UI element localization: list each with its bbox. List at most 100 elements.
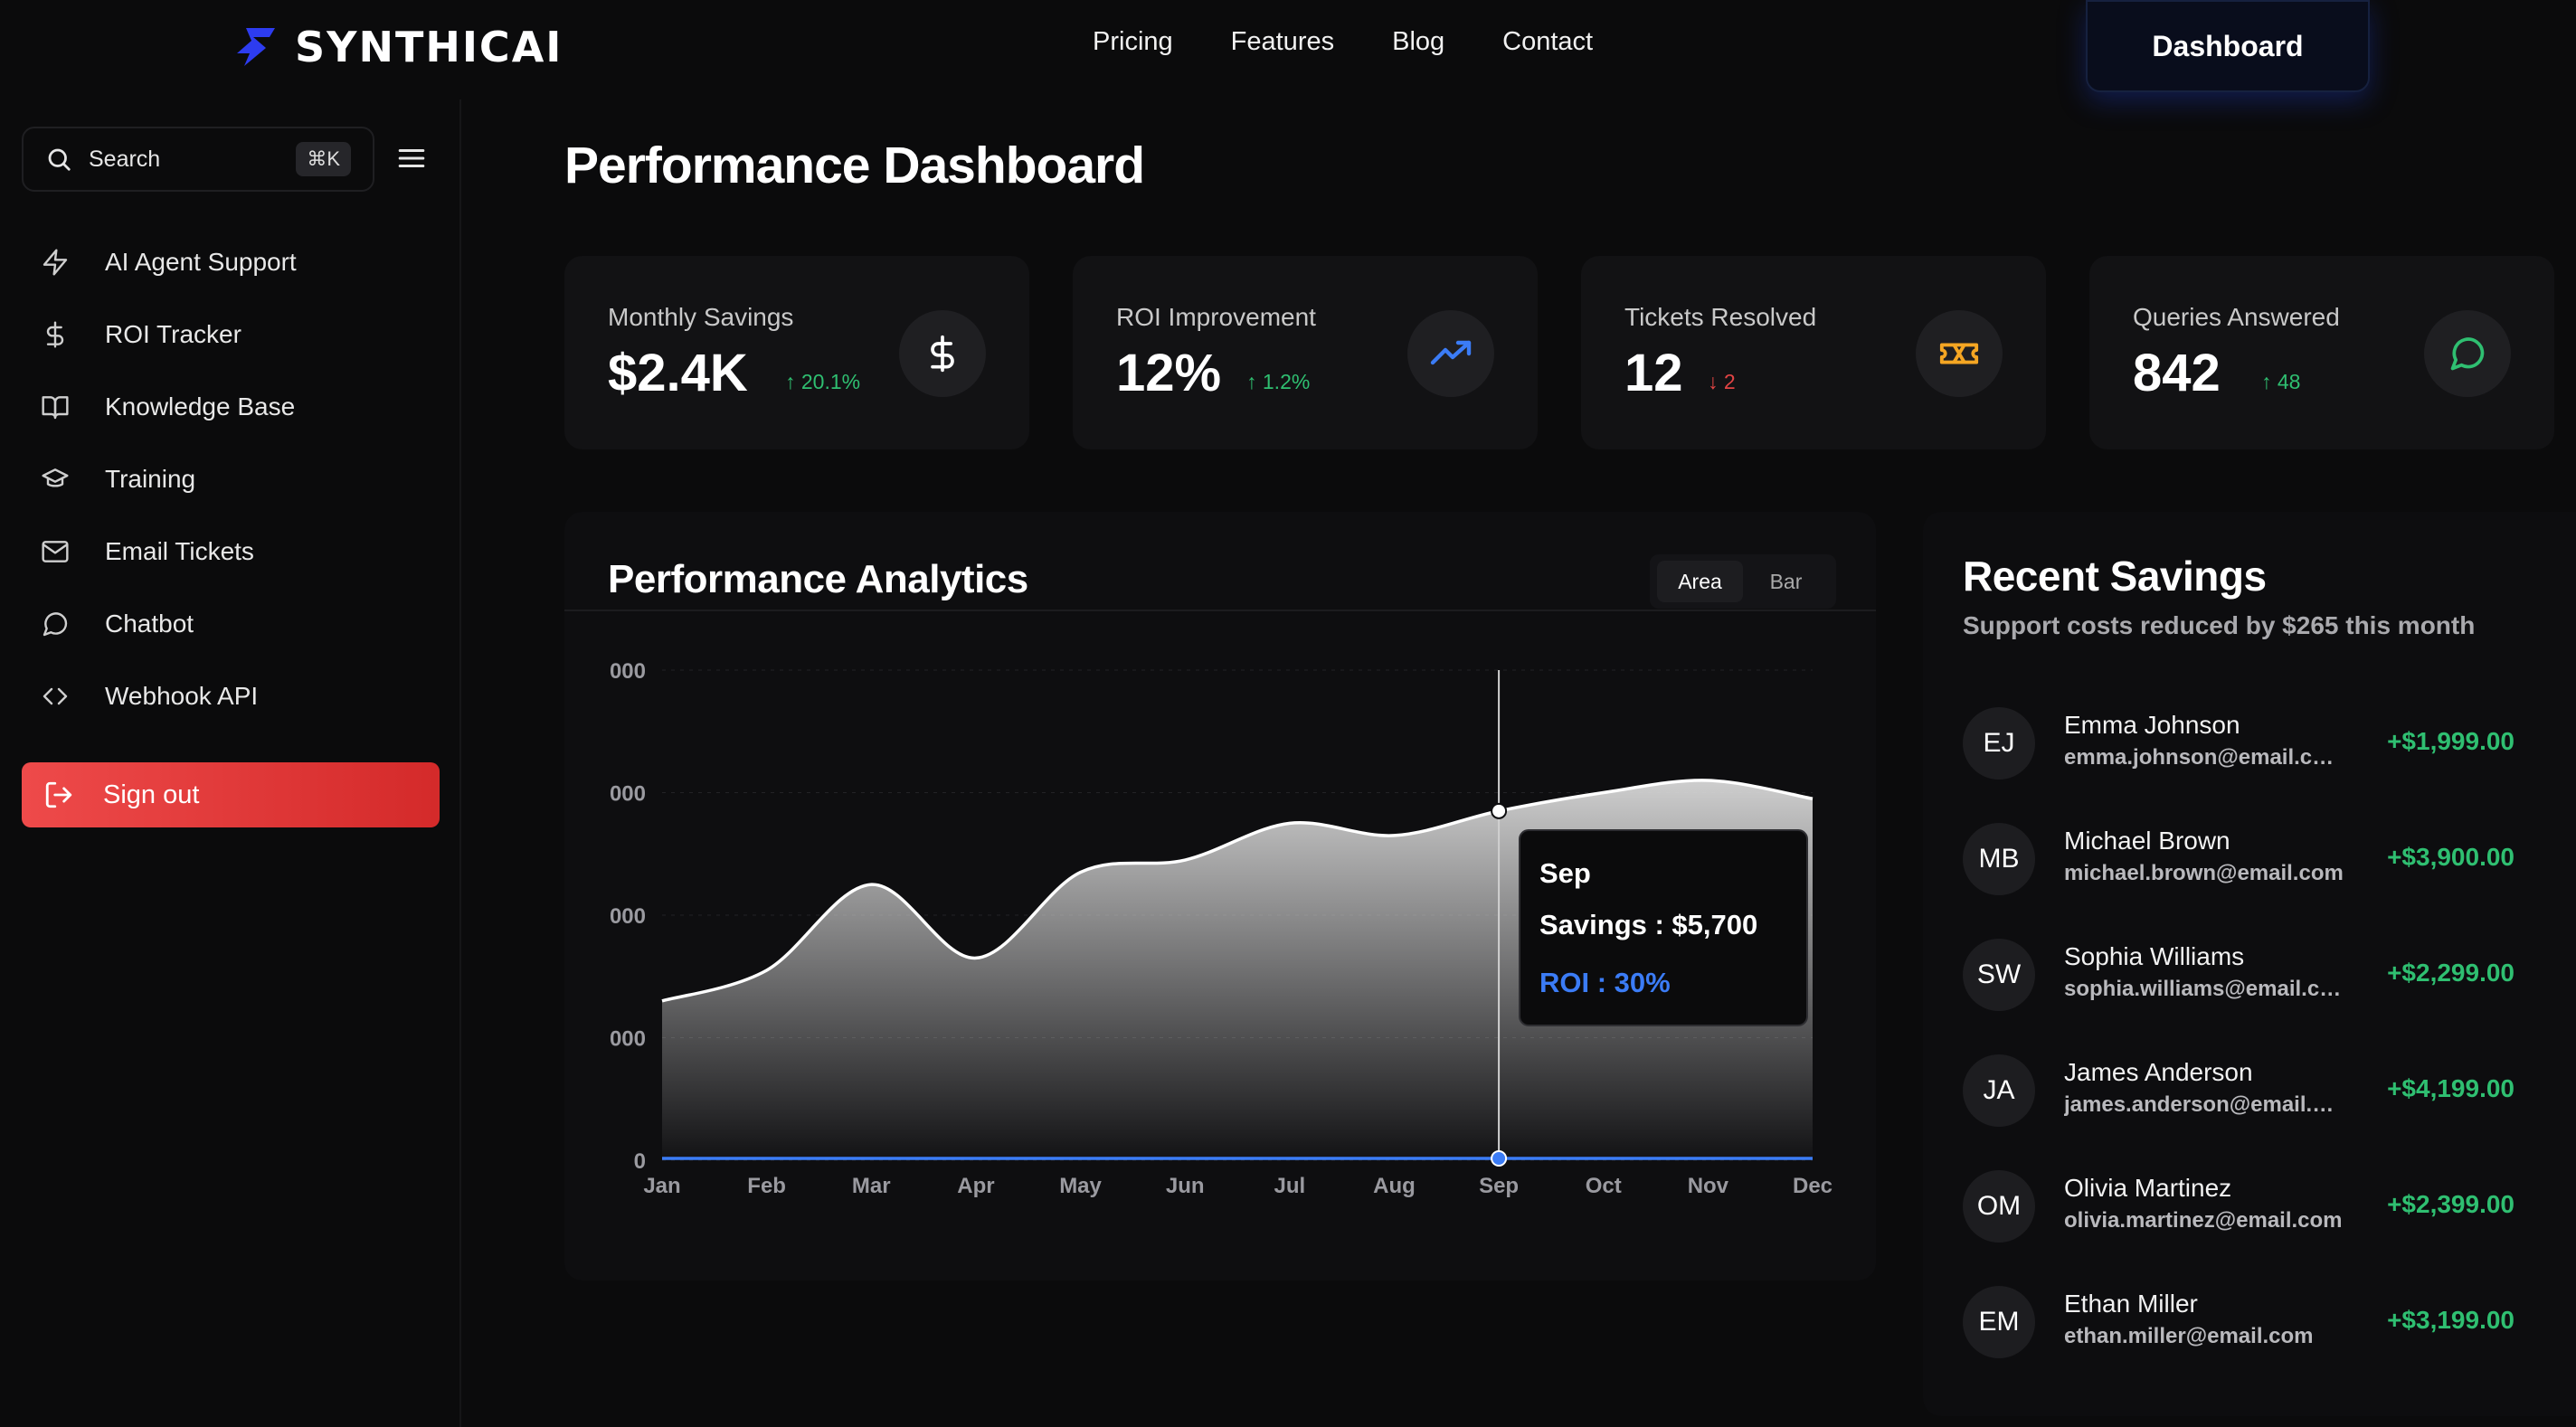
arrow-up-icon: ↑: [785, 370, 801, 393]
dollar-icon: [40, 319, 71, 350]
stat-value: 12%: [1116, 344, 1222, 402]
customer-name: Michael Brown: [2064, 827, 2230, 855]
toggle-bar[interactable]: Bar: [1769, 569, 1803, 593]
dashboard-button[interactable]: Dashboard: [2086, 0, 2370, 92]
nav-link-contact[interactable]: Contact: [1502, 27, 1594, 56]
stat-delta: ↑ 1.2%: [1246, 370, 1310, 394]
arrow-up-icon: ↑: [2261, 370, 2278, 393]
savings-amount: +$3,900.00: [2387, 843, 2514, 871]
sign-out-button[interactable]: Sign out: [22, 762, 440, 827]
dollar-icon: [899, 310, 986, 397]
highlight-point: [1491, 802, 1508, 819]
x-tick-label: Apr: [957, 1174, 994, 1198]
stat-value: 12: [1624, 344, 1683, 402]
sidebar-item-training[interactable]: Training: [40, 443, 297, 515]
list-item[interactable]: EJ Emma Johnson emma.johnson@email.com +…: [1963, 707, 2514, 780]
highlight-point-roi: [1491, 1150, 1508, 1167]
y-tick-label: 000: [610, 904, 646, 929]
savings-line: [661, 779, 1814, 1003]
stat-delta: ↓ 2: [1708, 370, 1736, 394]
stat-delta-value: 20.1%: [800, 370, 861, 393]
y-tick-label: 0: [634, 1149, 646, 1174]
avatar: EJ: [1963, 707, 2035, 780]
list-item[interactable]: SW Sophia Williams sophia.williams@email…: [1963, 939, 2514, 1011]
toggle-area[interactable]: Area: [1657, 561, 1743, 602]
tooltip-month: Sep: [1539, 857, 1591, 889]
recent-savings-card: Recent Savings Support costs reduced by …: [1923, 512, 2576, 1416]
savings-amount: +$4,199.00: [2387, 1074, 2514, 1102]
sidebar-item-label: Knowledge Base: [105, 392, 296, 421]
page-title: Performance Dashboard: [564, 137, 1145, 194]
sign-out-label: Sign out: [103, 780, 200, 809]
x-tick-label: Jul: [1274, 1174, 1305, 1198]
logo-mark-icon: [237, 28, 275, 66]
y-tick-label: 000: [610, 1027, 646, 1052]
ticket-icon: [1916, 310, 2003, 397]
savings-amount: +$2,399.00: [2387, 1190, 2514, 1218]
sidebar-item-webhook-api[interactable]: Webhook API: [40, 660, 297, 732]
nav-link-blog[interactable]: Blog: [1392, 27, 1445, 56]
performance-analytics-card: Performance Analytics Area Bar 000 000 000…: [564, 512, 1876, 1281]
chart-type-toggle: Area Bar: [1650, 554, 1836, 609]
avatar: JA: [1963, 1054, 2035, 1127]
trending-up-icon: [1407, 310, 1494, 397]
sidebar-item-chatbot[interactable]: Chatbot: [40, 588, 297, 660]
savings-amount: +$2,299.00: [2387, 959, 2514, 987]
hamburger-menu-icon[interactable]: [396, 143, 427, 174]
brand-logo[interactable]: SYNTHICAI: [233, 20, 563, 74]
customer-name: James Anderson: [2064, 1058, 2253, 1086]
sidebar-item-label: Webhook API: [105, 682, 259, 710]
customer-email: olivia.martinez@email.com: [2064, 1208, 2343, 1233]
bolt-icon: [40, 247, 71, 278]
customer-email: michael.brown@email.com: [2064, 861, 2344, 885]
stat-title: Tickets Resolved: [1624, 303, 1817, 331]
message-circle-icon: [2424, 310, 2511, 397]
stat-card-monthly-savings: Monthly Savings $2.4K ↑ 20.1%: [564, 256, 1029, 449]
x-tick-label: Dec: [1793, 1174, 1833, 1198]
search-label: Search: [89, 146, 161, 172]
list-item[interactable]: JA James Anderson james.anderson@email.c…: [1963, 1054, 2514, 1127]
stat-title: ROI Improvement: [1116, 303, 1316, 331]
customer-name: Ethan Miller: [2064, 1290, 2198, 1318]
list-item[interactable]: MB Michael Brown michael.brown@email.com…: [1963, 823, 2514, 895]
customer-email: ethan.miller@email.com: [2064, 1324, 2314, 1348]
sidebar-item-label: ROI Tracker: [105, 320, 242, 348]
avatar: MB: [1963, 823, 2035, 895]
chart-tooltip: Sep Savings : $5,700 ROI : 30%: [1519, 829, 1808, 1026]
sidebar-item-label: Chatbot: [105, 610, 194, 638]
x-tick-label: Jan: [643, 1174, 680, 1198]
x-tick-label: Aug: [1373, 1174, 1416, 1198]
stat-delta: ↑ 48: [2261, 370, 2300, 394]
brand-name: SYNTHICAI: [295, 23, 564, 71]
sidebar-item-ai-agent-support[interactable]: AI Agent Support: [40, 226, 297, 298]
sidebar-item-label: AI Agent Support: [105, 248, 297, 276]
avatar: OM: [1963, 1170, 2035, 1243]
x-tick-label: Mar: [852, 1174, 891, 1198]
sidebar-item-email-tickets[interactable]: Email Tickets: [40, 515, 297, 588]
customer-name: Olivia Martinez: [2064, 1174, 2232, 1202]
stat-card-roi-improvement: ROI Improvement 12% ↑ 1.2%: [1073, 256, 1538, 449]
customer-email: sophia.williams@email.com: [2064, 977, 2344, 1001]
stat-value: 842: [2133, 344, 2221, 402]
top-nav: SYNTHICAI Pricing Features Blog Contact …: [0, 0, 2576, 99]
divider: [564, 610, 1876, 611]
savings-amount: +$3,199.00: [2387, 1306, 2514, 1334]
recent-savings-subtitle: Support costs reduced by $265 this month: [1963, 611, 2476, 639]
sidebar-item-knowledge-base[interactable]: Knowledge Base: [40, 371, 297, 443]
nav-link-features[interactable]: Features: [1230, 27, 1335, 56]
avatar: EM: [1963, 1286, 2035, 1358]
customer-email: emma.johnson@email.com: [2064, 745, 2344, 770]
stat-title: Queries Answered: [2133, 303, 2340, 331]
avatar: SW: [1963, 939, 2035, 1011]
book-icon: [40, 392, 71, 422]
sidebar: Search ⌘K AI Agent Support ROI Tracker K…: [0, 99, 461, 1427]
search-box[interactable]: Search ⌘K: [22, 127, 374, 192]
list-item[interactable]: OM Olivia Martinez olivia.martinez@email…: [1963, 1170, 2514, 1243]
x-tick-label: Oct: [1586, 1174, 1622, 1198]
sidebar-item-roi-tracker[interactable]: ROI Tracker: [40, 298, 297, 371]
stat-delta-value: 48: [2277, 370, 2301, 393]
nav-link-pricing[interactable]: Pricing: [1093, 27, 1173, 56]
list-item[interactable]: EM Ethan Miller ethan.miller@email.com +…: [1963, 1286, 2514, 1358]
stat-title: Monthly Savings: [608, 303, 794, 331]
